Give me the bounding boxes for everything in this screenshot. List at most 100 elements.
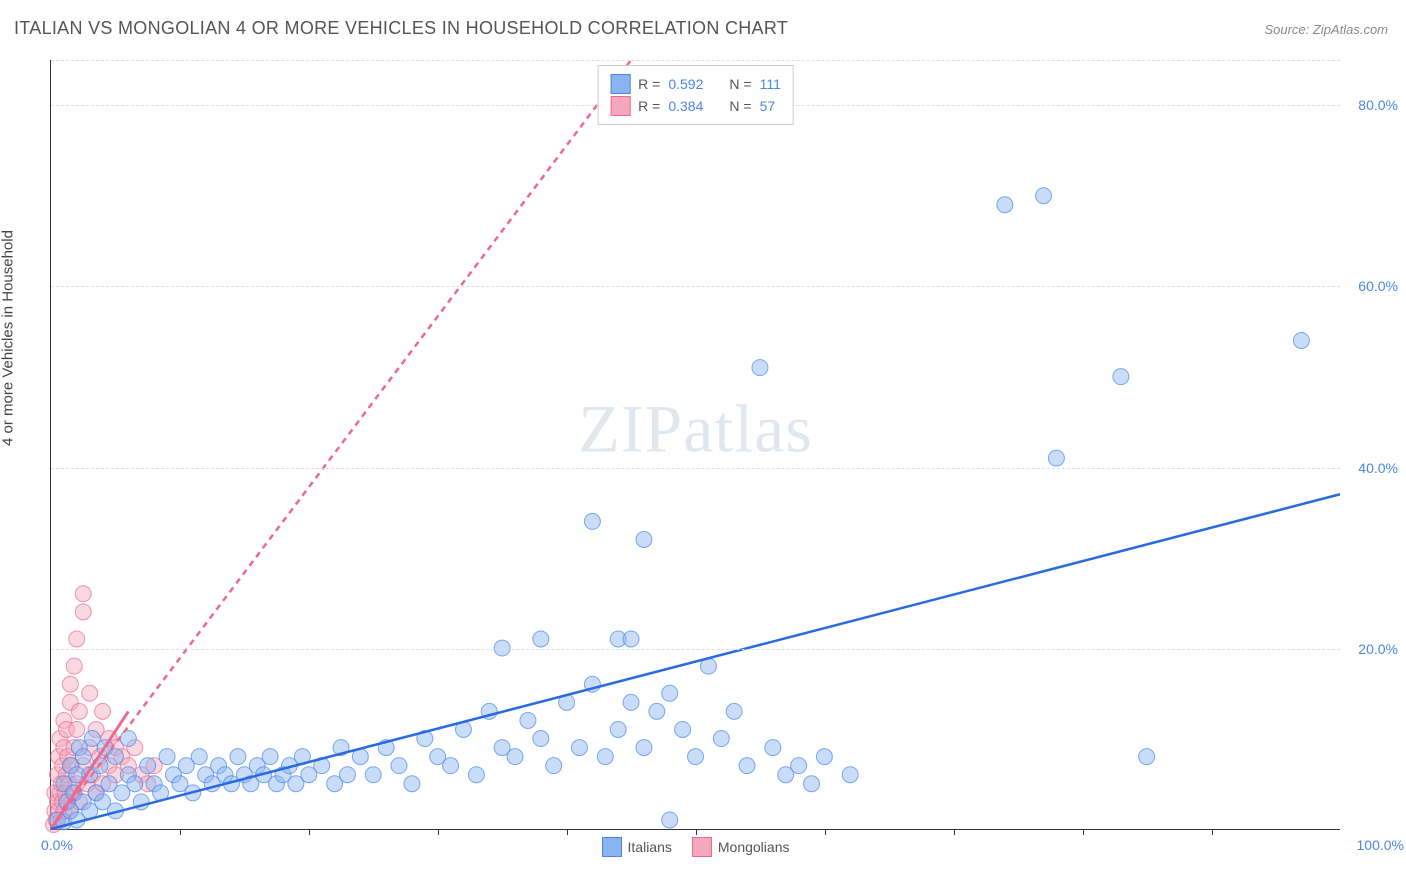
- data-point-italians: [688, 749, 704, 765]
- y-axis-label: 4 or more Vehicles in Household: [0, 230, 17, 446]
- gridline: [51, 286, 1340, 287]
- source-attribution: Source: ZipAtlas.com: [1264, 22, 1388, 37]
- data-point-italians: [752, 360, 768, 376]
- x-tick: [180, 829, 181, 835]
- data-point-italians: [365, 767, 381, 783]
- legend-item-mongolians: Mongolians: [692, 837, 790, 857]
- chart-container: ITALIAN VS MONGOLIAN 4 OR MORE VEHICLES …: [0, 0, 1406, 892]
- r-value-italians: 0.592: [668, 76, 703, 92]
- y-tick-label: 20.0%: [1346, 641, 1398, 657]
- gridline: [51, 60, 1340, 61]
- plot-area: ZIPatlas R = 0.592 N = 111 R = 0.384 N =…: [50, 60, 1340, 830]
- data-point-mongolians: [75, 586, 91, 602]
- correlation-legend: R = 0.592 N = 111 R = 0.384 N = 57: [597, 65, 794, 125]
- data-point-italians: [230, 749, 246, 765]
- data-point-italians: [533, 731, 549, 747]
- legend-row-mongolians: R = 0.384 N = 57: [610, 96, 781, 116]
- x-tick: [567, 829, 568, 835]
- x-axis-min-label: 0.0%: [41, 837, 73, 853]
- data-point-italians: [120, 731, 136, 747]
- trendline-mongolians: [51, 60, 631, 829]
- data-point-mongolians: [69, 631, 85, 647]
- data-point-italians: [584, 513, 600, 529]
- x-axis-max-label: 100.0%: [1357, 837, 1404, 853]
- data-point-italians: [713, 731, 729, 747]
- data-point-italians: [636, 532, 652, 548]
- data-point-italians: [842, 767, 858, 783]
- data-point-mongolians: [75, 604, 91, 620]
- data-point-italians: [191, 749, 207, 765]
- data-point-italians: [507, 749, 523, 765]
- n-label: N =: [729, 98, 751, 114]
- data-point-italians: [816, 749, 832, 765]
- x-tick: [309, 829, 310, 835]
- data-point-italians: [339, 767, 355, 783]
- data-point-italians: [520, 712, 536, 728]
- legend-swatch-mongolians: [610, 96, 630, 116]
- x-tick: [438, 829, 439, 835]
- chart-title: ITALIAN VS MONGOLIAN 4 OR MORE VEHICLES …: [14, 18, 788, 39]
- data-point-italians: [662, 685, 678, 701]
- data-point-italians: [765, 740, 781, 756]
- data-point-italians: [662, 812, 678, 828]
- legend-label-mongolians: Mongolians: [718, 839, 790, 855]
- data-point-mongolians: [71, 703, 87, 719]
- x-tick: [1212, 829, 1213, 835]
- data-point-italians: [1036, 188, 1052, 204]
- data-point-italians: [1293, 332, 1309, 348]
- legend-swatch-italians: [610, 74, 630, 94]
- data-point-italians: [791, 758, 807, 774]
- data-point-italians: [623, 631, 639, 647]
- data-point-italians: [675, 721, 691, 737]
- data-point-italians: [468, 767, 484, 783]
- x-tick: [696, 829, 697, 835]
- n-value-italians: 111: [760, 76, 781, 92]
- data-point-italians: [75, 749, 91, 765]
- data-point-mongolians: [95, 703, 111, 719]
- gridline: [51, 468, 1340, 469]
- data-point-italians: [404, 776, 420, 792]
- data-point-italians: [726, 703, 742, 719]
- r-label: R =: [638, 76, 660, 92]
- data-point-italians: [107, 749, 123, 765]
- data-point-italians: [636, 740, 652, 756]
- data-point-italians: [159, 749, 175, 765]
- trendline-italians: [51, 494, 1340, 829]
- data-point-italians: [443, 758, 459, 774]
- data-point-italians: [1139, 749, 1155, 765]
- n-value-mongolians: 57: [760, 98, 776, 114]
- data-point-italians: [1048, 450, 1064, 466]
- series-legend: Italians Mongolians: [602, 837, 790, 857]
- data-point-italians: [804, 776, 820, 792]
- data-point-italians: [739, 758, 755, 774]
- data-point-mongolians: [66, 658, 82, 674]
- r-label: R =: [638, 98, 660, 114]
- plot-svg: [51, 60, 1340, 829]
- legend-swatch-italians-icon: [602, 837, 622, 857]
- y-tick-label: 40.0%: [1346, 460, 1398, 476]
- data-point-italians: [391, 758, 407, 774]
- data-point-italians: [610, 721, 626, 737]
- data-point-italians: [533, 631, 549, 647]
- data-point-italians: [262, 749, 278, 765]
- data-point-mongolians: [69, 721, 85, 737]
- data-point-italians: [597, 749, 613, 765]
- r-value-mongolians: 0.384: [668, 98, 703, 114]
- data-point-italians: [140, 758, 156, 774]
- data-point-italians: [127, 776, 143, 792]
- y-tick-label: 60.0%: [1346, 278, 1398, 294]
- data-point-italians: [623, 694, 639, 710]
- x-tick: [954, 829, 955, 835]
- data-point-italians: [546, 758, 562, 774]
- legend-row-italians: R = 0.592 N = 111: [610, 74, 781, 94]
- n-label: N =: [729, 76, 751, 92]
- gridline: [51, 649, 1340, 650]
- legend-item-italians: Italians: [602, 837, 672, 857]
- legend-label-italians: Italians: [628, 839, 672, 855]
- y-tick-label: 80.0%: [1346, 97, 1398, 113]
- legend-swatch-mongolians-icon: [692, 837, 712, 857]
- data-point-italians: [997, 197, 1013, 213]
- data-point-italians: [649, 703, 665, 719]
- data-point-mongolians: [82, 685, 98, 701]
- data-point-italians: [1113, 369, 1129, 385]
